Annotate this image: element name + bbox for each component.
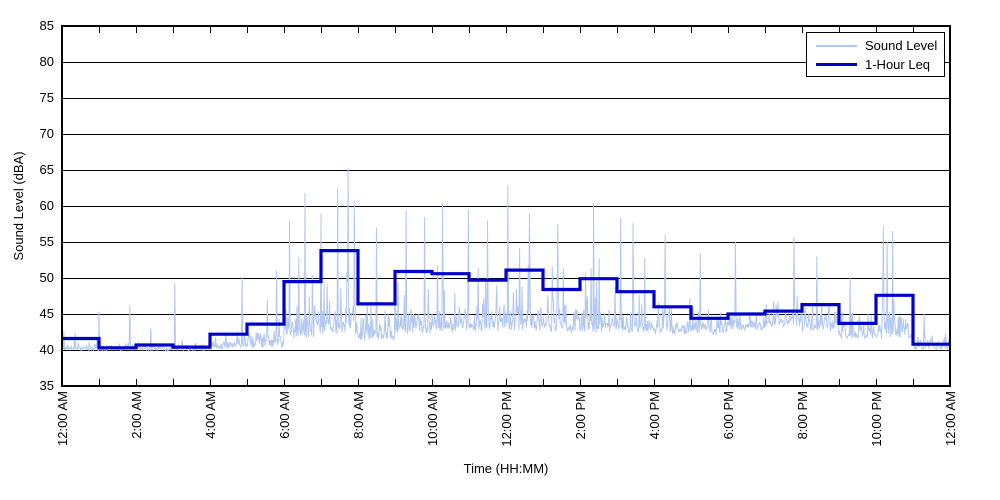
x-tick-label: 10:00 AM [425,391,440,446]
x-tick-label: 12:00 AM [55,391,70,446]
legend-label-sound-level: Sound Level [865,38,938,53]
legend: Sound Level 1-Hour Leq [806,32,945,77]
x-tick-label: 2:00 PM [573,391,588,440]
x-tick-label: 4:00 PM [647,391,662,440]
x-tick-label: 12:00 PM [499,391,514,447]
x-tick-label: 8:00 AM [351,391,366,439]
x-tick-label: 10:00 PM [869,391,884,447]
x-tick-label: 12:00 AM [943,391,958,446]
x-tick-label: 6:00 AM [277,391,292,439]
y-tick-label: 70 [39,126,54,141]
legend-entry-sound-level: Sound Level [807,36,944,55]
x-tick-label: 2:00 AM [129,391,144,439]
y-tick-label: 75 [39,90,54,105]
legend-label-leq: 1-Hour Leq [865,57,931,72]
x-tick-label: 4:00 AM [203,391,218,439]
y-tick-label: 35 [39,378,54,393]
leq-line-sample [816,62,857,67]
x-tick-label: 6:00 PM [721,391,736,440]
y-tick-label: 80 [39,54,54,69]
x-tick-label: 8:00 PM [795,391,810,440]
x-axis-title: Time (HH:MM) [463,461,549,476]
y-tick-label: 50 [39,270,54,285]
y-tick-label: 60 [39,198,54,213]
y-tick-label: 55 [39,234,54,249]
y-tick-label: 85 [39,18,54,33]
y-tick-label: 65 [39,162,54,177]
y-tick-label: 40 [39,342,54,357]
y-tick-label: 45 [39,306,54,321]
sound-level-line-sample [816,44,857,47]
legend-entry-leq: 1-Hour Leq [807,55,944,74]
